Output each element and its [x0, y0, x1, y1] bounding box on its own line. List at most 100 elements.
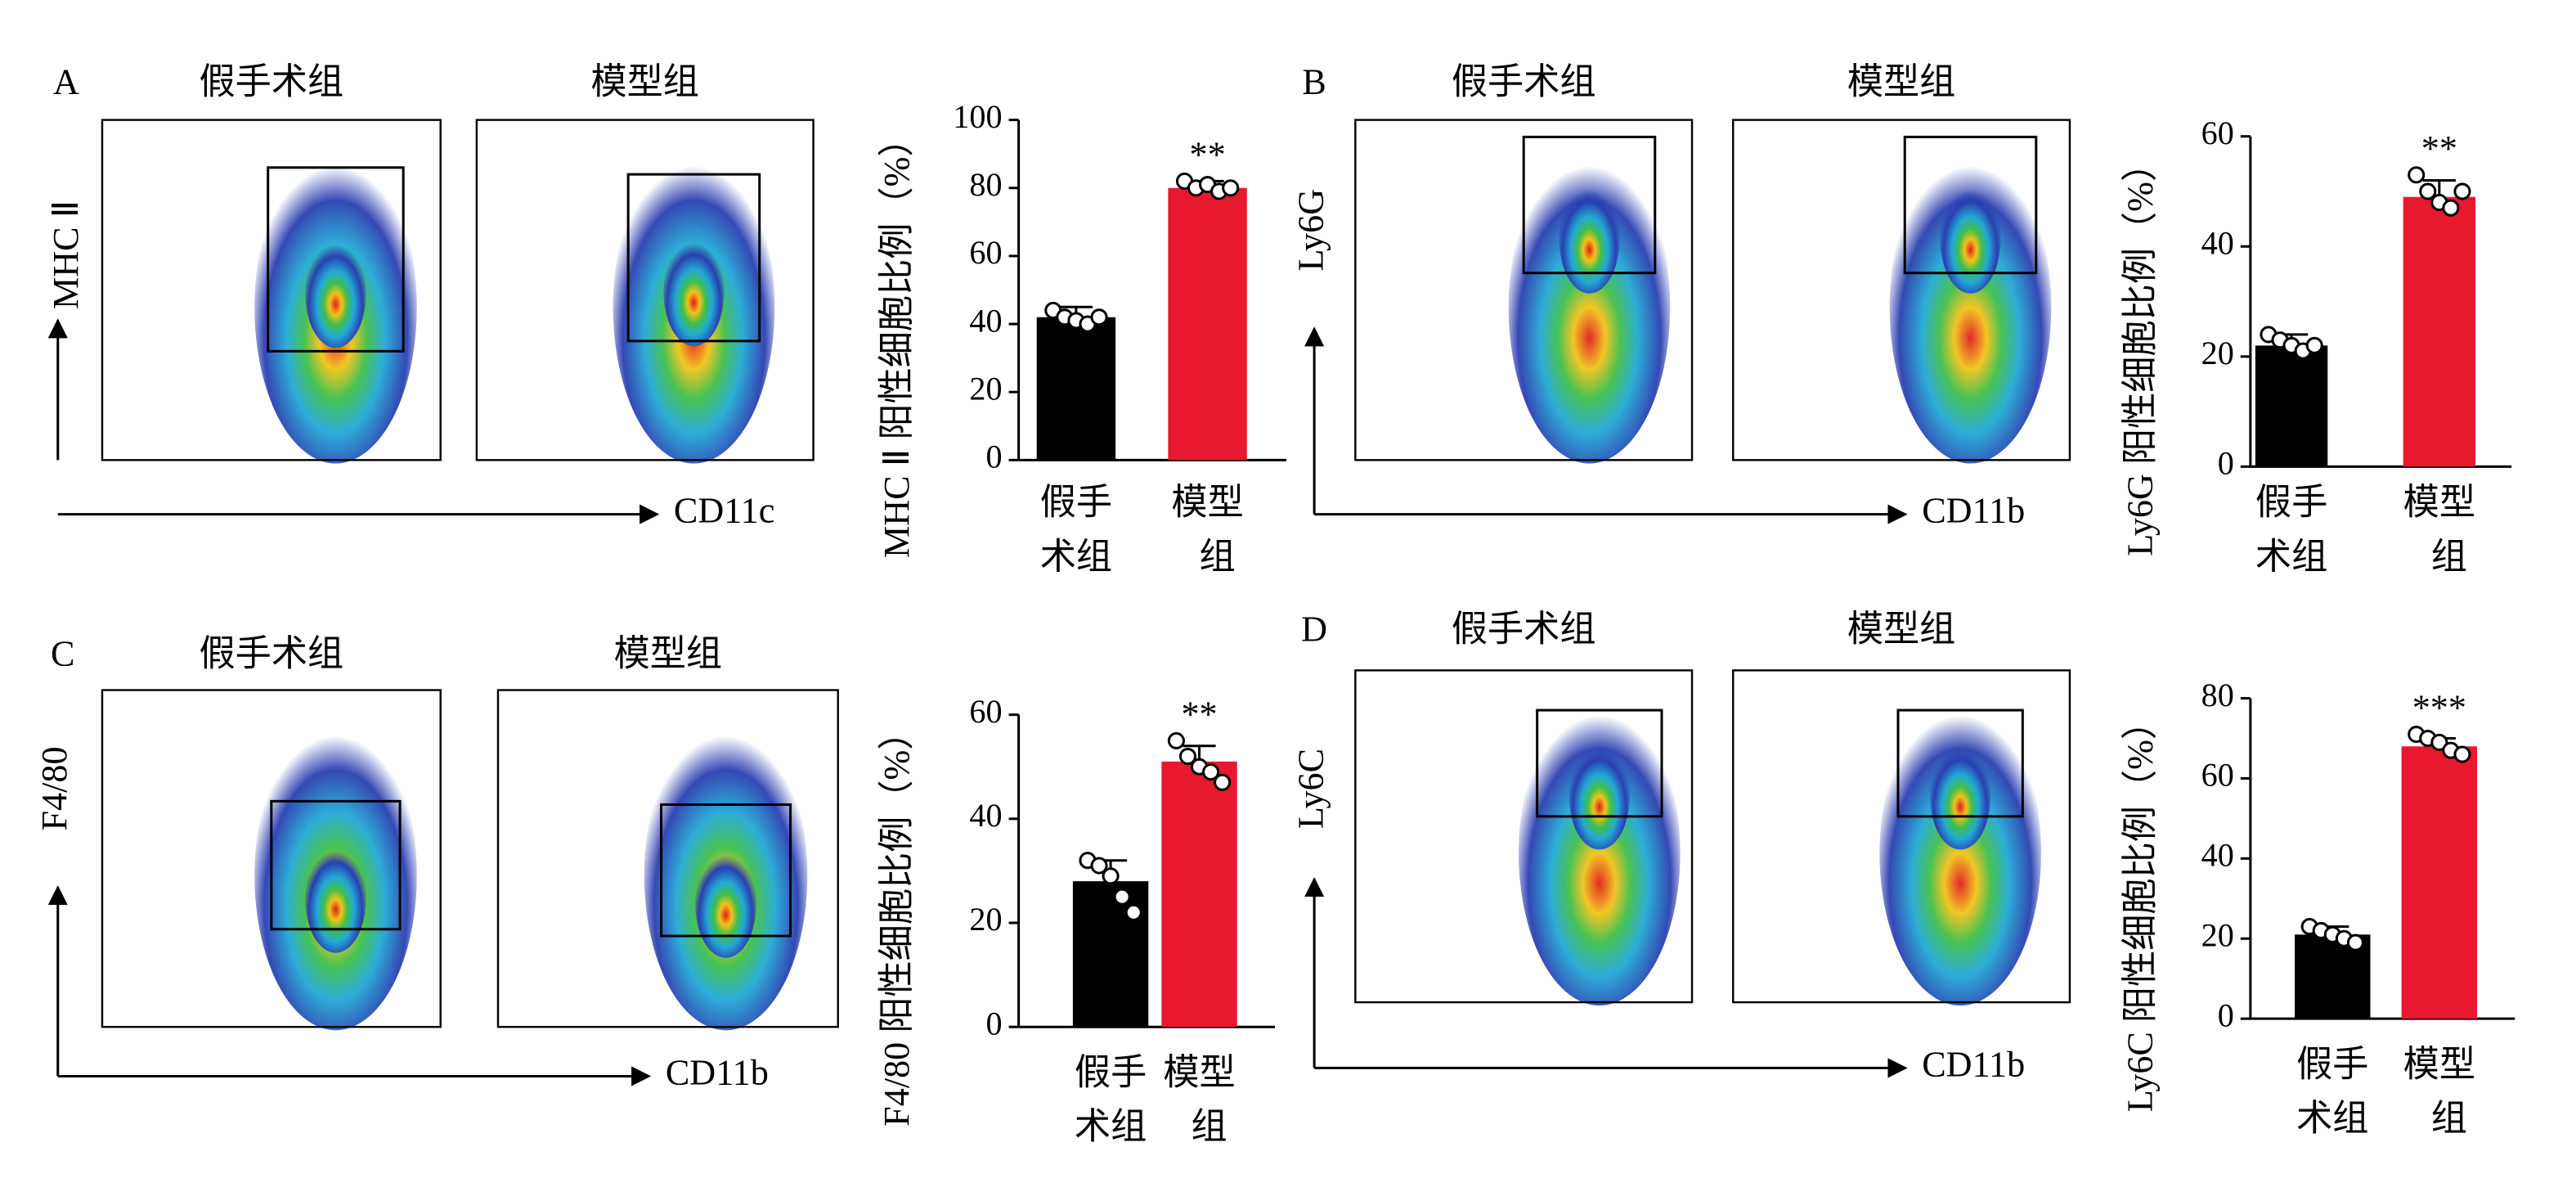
gate	[660, 803, 792, 938]
x-tick-label: 假手术组	[2296, 1045, 2368, 1139]
plot-title: 模型组	[1847, 62, 1956, 102]
y-tick-label: 0	[985, 1005, 1002, 1041]
flow-x-label: CD11b	[1922, 1045, 2025, 1085]
plot-frame	[1732, 669, 2071, 1004]
data-point	[1090, 857, 1108, 875]
y-tick-label: 40	[2201, 837, 2234, 874]
density-cloud	[1879, 699, 2041, 1006]
y-tick-label: 100	[953, 98, 1002, 135]
data-point	[2419, 182, 2437, 200]
gate	[1522, 135, 1657, 275]
x-tick-label-line: 术组	[1040, 537, 1112, 577]
y-tick-label: 80	[2201, 677, 2234, 713]
data-point	[1113, 888, 1131, 906]
flow-x-label: CD11c	[674, 491, 774, 531]
plot-frame	[101, 119, 442, 461]
bar	[1161, 761, 1237, 1028]
x-tick-label-line: 假手	[1040, 483, 1112, 523]
y-tick-label: 20	[2201, 916, 2234, 953]
plot-title: 模型组	[1847, 609, 1956, 649]
density-core	[1559, 184, 1620, 294]
bar	[2403, 196, 2476, 467]
x-tick-label-line: 假手	[2296, 1045, 2368, 1085]
flow-x-label: CD11b	[666, 1053, 769, 1093]
data-point	[1090, 308, 1108, 326]
x-tick-label: 模型组	[1163, 1053, 1235, 1147]
data-point	[1222, 179, 1240, 197]
flow-x-label: CD11b	[1922, 491, 2025, 531]
data-point	[2453, 745, 2471, 763]
x-tick-label: 假手术组	[1075, 1053, 1147, 1147]
plot-title: 假手术组	[1452, 609, 1596, 649]
x-tick-label: 模型组	[2403, 483, 2475, 577]
gate	[270, 799, 402, 931]
density-core	[1568, 743, 1630, 850]
data-point	[1102, 867, 1120, 885]
x-tick-label: 假手术组	[2255, 483, 2327, 577]
density-cloud	[1508, 151, 1671, 464]
data-point	[1124, 903, 1142, 921]
y-axis-label: F4/80 阳性细胞比例（%）	[877, 714, 917, 1127]
y-tick-label: 0	[2218, 445, 2234, 482]
density-core	[663, 237, 725, 347]
plot-title: 假手术组	[199, 633, 343, 673]
plot-title: 模型组	[590, 62, 699, 102]
bar	[1072, 881, 1149, 1028]
x-tick-label-line: 假手	[1075, 1053, 1147, 1093]
gate	[1896, 708, 2024, 818]
plot-frame	[1354, 669, 1694, 1004]
y-tick-label: 40	[2201, 224, 2234, 261]
density-cloud	[1889, 151, 2052, 464]
plot-title: 假手术组	[199, 62, 343, 102]
bar	[1168, 187, 1247, 461]
plot-title: 模型组	[614, 633, 723, 673]
data-point	[1214, 773, 1232, 791]
data-point	[2442, 199, 2460, 217]
y-axis-label: Ly6G 阳性细胞比例（%）	[2120, 146, 2160, 556]
density-core	[305, 844, 366, 953]
gate	[267, 166, 405, 353]
flow-y-label: Ly6C	[1290, 749, 1331, 829]
y-tick-label: 40	[969, 797, 1002, 834]
x-tick-label-line: 假手	[2255, 483, 2327, 523]
data-point	[2408, 166, 2426, 184]
x-tick-label-line: 模型	[2403, 1045, 2475, 1085]
plot-frame	[1732, 119, 2071, 461]
y-tick-label: 60	[969, 693, 1002, 730]
gate	[626, 173, 761, 343]
bar	[2255, 345, 2328, 467]
data-point	[2346, 933, 2364, 951]
x-tick-label-line: 模型	[1163, 1053, 1235, 1093]
y-axis-label: Ly6C 阳性细胞比例（%）	[2120, 704, 2160, 1112]
panel-label: D	[1301, 609, 1327, 649]
x-tick-label-line: 组	[1192, 1107, 1227, 1147]
x-tick-label-line: 术组	[2296, 1099, 2368, 1139]
y-tick-label: 60	[2201, 115, 2234, 151]
data-point	[2453, 182, 2471, 200]
bar	[1036, 317, 1116, 461]
x-tick-label-line: 术组	[2255, 537, 2327, 577]
y-tick-label: 20	[2201, 335, 2234, 371]
data-point	[1202, 763, 1220, 781]
y-tick-label: 0	[2218, 996, 2234, 1033]
panel-label: C	[51, 633, 74, 673]
plot-title: 假手术组	[1452, 62, 1596, 102]
density-core	[1930, 743, 1991, 850]
plot-frame	[1354, 119, 1694, 461]
y-tick-label: 20	[969, 901, 1002, 938]
y-tick-label: 40	[969, 302, 1002, 339]
significance: **	[1181, 694, 1217, 734]
flow-y-label: F4/80	[34, 746, 74, 830]
significance: ***	[2412, 688, 2466, 728]
density-core	[305, 239, 366, 349]
x-tick-label: 模型组	[2403, 1045, 2475, 1139]
data-point	[2430, 733, 2448, 751]
bar	[2401, 746, 2478, 1019]
y-tick-label: 20	[969, 370, 1002, 407]
x-tick-label: 假手术组	[1040, 483, 1112, 577]
panel-label: B	[1302, 62, 1326, 102]
y-axis-label: MHC Ⅱ 阳性细胞比例（%）	[877, 120, 917, 558]
x-tick-label-line: 组	[1200, 537, 1236, 577]
plot-frame	[475, 119, 815, 461]
density-cloud	[1519, 699, 1681, 1006]
